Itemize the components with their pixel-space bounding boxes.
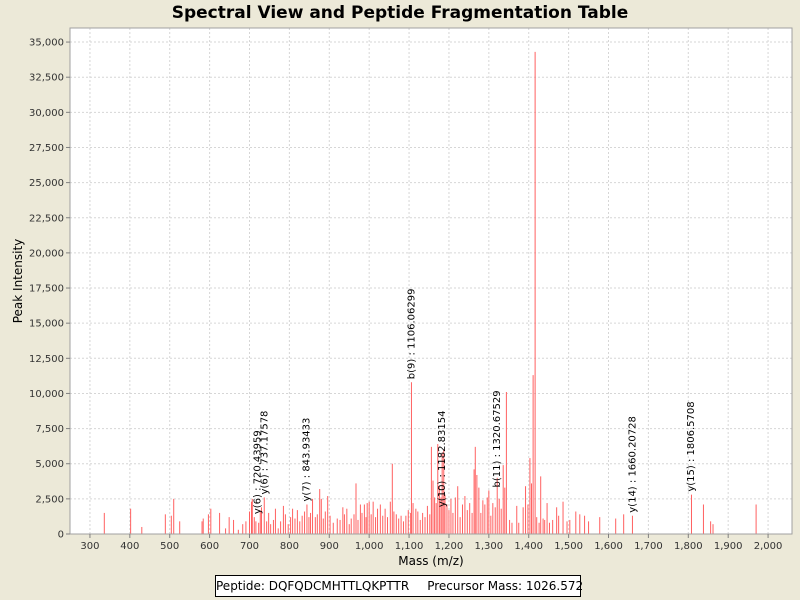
y-tick-label: 20,000 (29, 248, 64, 259)
fragment-annotation: y(14) : 1660.20728 (627, 416, 638, 513)
precursor-mass-label: Precursor Mass: 1026.572 (427, 579, 584, 593)
y-axis-label: Peak Intensity (11, 239, 25, 324)
x-tick-label: 600 (200, 541, 219, 552)
x-tick-label: 2,000 (754, 541, 783, 552)
y-tick-label: 25,000 (29, 178, 64, 189)
y-tick-label: 12,500 (29, 354, 64, 365)
y-tick-label: 30,000 (29, 108, 64, 119)
y-tick-label: 10,000 (29, 389, 64, 400)
plot-border (69, 27, 793, 535)
y-tick-label: 15,000 (29, 319, 64, 330)
fragment-annotation: y(15) : 1806.5708 (686, 401, 697, 491)
x-tick-label: 400 (120, 541, 139, 552)
y-tick-label: 7,500 (35, 424, 64, 435)
fragment-annotation: y(6) : 720.43959 (252, 430, 263, 514)
peptide-label: Peptide: DQFQDCMHTTLQKPTTR (216, 579, 410, 593)
y-tick-label: 17,500 (29, 284, 64, 295)
y-tick-label: 0 (58, 530, 64, 541)
x-axis-label: Mass (m/z) (398, 554, 463, 568)
y-tick-label: 27,500 (29, 143, 64, 154)
x-tick-label: 800 (280, 541, 299, 552)
x-tick-label: 500 (160, 541, 179, 552)
y-tick-label: 35,000 (29, 38, 64, 49)
fragment-annotation: y(7) : 843.93433 (302, 418, 313, 502)
x-tick-label: 1,600 (594, 541, 623, 552)
x-tick-label: 1,200 (435, 541, 464, 552)
y-tick-label: 32,500 (29, 73, 64, 84)
x-tick-label: 1,500 (554, 541, 583, 552)
peptide-info-box: Peptide: DQFQDCMHTTLQKPTTR Precursor Mass… (215, 575, 584, 597)
fragment-annotation: y(6) : 737.17578 (259, 411, 270, 495)
x-tick-label: 300 (80, 541, 99, 552)
x-tick-label: 1,000 (355, 541, 384, 552)
fragment-annotation: b(9) : 1106.06299 (406, 289, 417, 380)
y-tick-label: 2,500 (35, 494, 64, 505)
y-tick-label: 22,500 (29, 213, 64, 224)
y-tick-label: 5,000 (35, 459, 64, 470)
fragment-annotation: y(10) : 1182.83154 (437, 410, 448, 507)
chart-title: Spectral View and Peptide Fragmentation … (171, 3, 629, 23)
x-tick-label: 1,300 (475, 541, 504, 552)
x-tick-label: 900 (320, 541, 339, 552)
x-tick-label: 1,400 (514, 541, 543, 552)
x-tick-label: 700 (240, 541, 259, 552)
x-tick-label: 1,700 (634, 541, 663, 552)
x-tick-label: 1,800 (674, 541, 703, 552)
peak-series (103, 51, 757, 534)
x-tick-label: 1,100 (395, 541, 424, 552)
fragment-annotation: b(11) : 1320.67529 (492, 390, 503, 487)
axes: 300 400 500 600 700 800 900 1,000 1,100 1,200 1,30… (29, 38, 782, 552)
x-tick-label: 1,900 (714, 541, 743, 552)
